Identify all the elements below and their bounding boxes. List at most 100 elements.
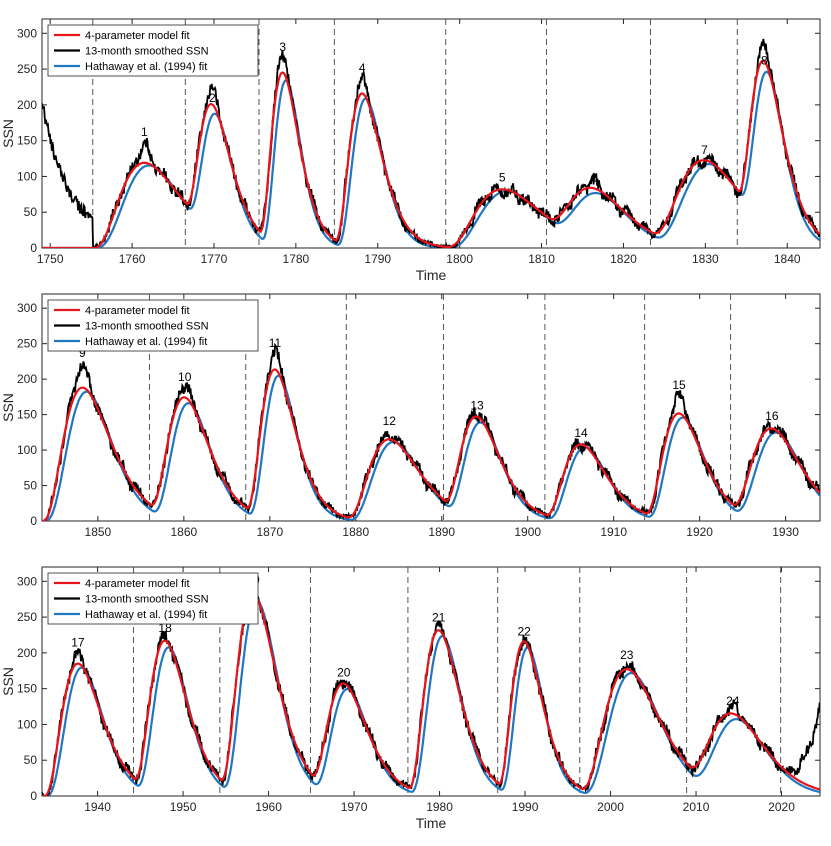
x-tick-label: 1780 [283, 252, 310, 266]
legend-entry-label: 13-month smoothed SSN [85, 594, 209, 606]
cycle-number-label: 13 [470, 398, 484, 412]
x-axis-label: Time [416, 815, 447, 831]
cycle-number-label: 10 [178, 370, 192, 384]
y-tick-label: 150 [17, 408, 37, 422]
y-tick-label: 300 [17, 301, 37, 315]
panel-1934-2024: 0 50 100 150 200 250 300 1940 1950 1960 1970 1980 19… [0, 566, 821, 831]
x-tick-label: 1820 [610, 252, 637, 266]
y-tick-label: 250 [17, 62, 37, 76]
cycle-number-label: 11 [269, 336, 282, 350]
y-tick-label: 0 [30, 789, 37, 803]
y-tick-label: 300 [17, 574, 37, 588]
x-tick-label: 1840 [774, 252, 801, 266]
plot-area [42, 38, 820, 248]
y-tick-label: 50 [24, 479, 38, 493]
cycle-number-label: 15 [672, 378, 686, 392]
y-tick-label: 150 [17, 134, 37, 148]
cycle-number-label: 22 [518, 625, 532, 639]
x-tick-label: 1940 [84, 800, 111, 814]
panel-1844-1934: 0 50 100 150 200 250 300 1850 1860 1870 1880 1890 19… [0, 293, 821, 539]
x-tick-label: 1850 [85, 525, 112, 539]
y-axis-label: SSN [0, 119, 16, 148]
x-tick-label: 2020 [768, 800, 795, 814]
legend-entry-label: Hathaway et al. (1994) fit [85, 61, 207, 73]
y-tick-label: 200 [17, 646, 37, 660]
legend-entry-label: Hathaway et al. (1994) fit [85, 336, 207, 348]
legend-box [47, 572, 259, 625]
cycle-number-label: 17 [71, 635, 85, 649]
model-fit-line [42, 368, 820, 521]
x-tick-label: 1890 [428, 525, 455, 539]
x-tick-label: 2010 [683, 800, 710, 814]
x-axis-label: Time [416, 267, 447, 283]
x-tick-label: 1880 [342, 525, 369, 539]
legend: 4-parameter model fit 13-month smoothed S… [47, 299, 259, 352]
y-tick-label: 100 [17, 717, 37, 731]
legend: 4-parameter model fit 13-month smoothed S… [47, 572, 259, 625]
y-tick-label: 250 [17, 610, 37, 624]
cycle-number-label: 3 [279, 40, 286, 54]
x-tick-label: 1770 [201, 252, 228, 266]
y-tick-label: 0 [30, 514, 37, 528]
plot-area [42, 582, 820, 796]
legend-entry-label: 4-parameter model fit [85, 30, 190, 42]
y-tick-label: 300 [17, 26, 37, 40]
x-tick-label: 1800 [446, 252, 473, 266]
x-tick-label: 1970 [341, 800, 368, 814]
legend-box [47, 299, 259, 352]
y-tick-label: 50 [24, 753, 38, 767]
cycle-number-label: 1 [141, 125, 148, 139]
x-tick-label: 1870 [256, 525, 283, 539]
y-tick-label: 50 [24, 205, 38, 219]
x-tick-label: 1990 [512, 800, 539, 814]
legend-entry-label: Hathaway et al. (1994) fit [85, 609, 207, 621]
cycle-number-label: 14 [574, 426, 588, 440]
cycle-number-label: 6 [591, 171, 598, 185]
y-tick-label: 100 [17, 169, 37, 183]
x-tick-label: 2000 [597, 800, 624, 814]
cycle-number-label: 20 [337, 665, 351, 679]
cycle-number-label: 9 [79, 346, 86, 360]
cycle-number-label: 5 [499, 170, 506, 184]
y-tick-label: 200 [17, 98, 37, 112]
cycle-number-label: 4 [359, 61, 366, 75]
legend-entry-label: 4-parameter model fit [85, 578, 190, 590]
y-tick-label: 250 [17, 337, 37, 351]
plot-area [42, 342, 820, 521]
x-tick-label: 1750 [37, 252, 64, 266]
cycle-number-label: 18 [158, 621, 172, 635]
x-tick-label: 1760 [119, 252, 146, 266]
y-tick-label: 150 [17, 682, 37, 696]
x-tick-label: 1900 [514, 525, 541, 539]
legend: 4-parameter model fit 13-month smoothed S… [47, 24, 259, 77]
x-tick-label: 1930 [772, 525, 799, 539]
legend-entry-label: 4-parameter model fit [85, 305, 190, 317]
x-tick-label: 1960 [255, 800, 282, 814]
cycle-number-label: 23 [620, 648, 634, 662]
cycle-number-label: 16 [765, 409, 779, 423]
x-tick-label: 1980 [426, 800, 453, 814]
y-axis-label: SSN [0, 393, 16, 422]
x-tick-label: 1920 [686, 525, 713, 539]
y-tick-label: 200 [17, 372, 37, 386]
y-axis-label: SSN [0, 667, 16, 696]
x-tick-label: 1810 [528, 252, 555, 266]
cycle-number-label: 7 [701, 143, 708, 157]
x-tick-label: 1950 [170, 800, 197, 814]
model-fit-line [42, 59, 820, 248]
cycle-number-label: 2 [209, 91, 216, 105]
model-fit-line [42, 592, 820, 796]
x-tick-label: 1860 [170, 525, 197, 539]
cycle-number-label: 21 [432, 610, 446, 624]
cycle-number-label: 24 [726, 694, 740, 708]
cycle-number-label: 8 [761, 54, 768, 68]
x-tick-label: 1830 [692, 252, 719, 266]
y-tick-label: 100 [17, 443, 37, 457]
cycle-number-label: 12 [383, 414, 397, 428]
x-tick-label: 1790 [364, 252, 391, 266]
legend-entry-label: 13-month smoothed SSN [85, 321, 209, 333]
legend-box [47, 24, 259, 77]
y-tick-label: 0 [30, 241, 37, 255]
